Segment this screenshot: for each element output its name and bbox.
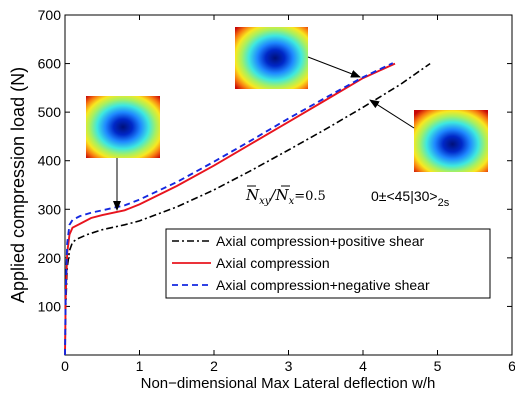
y-tick-label: 100: [38, 298, 62, 314]
series-negative-shear-line: [64, 62, 394, 356]
ratio-sub-right: x: [289, 196, 295, 207]
y-tick-label: 300: [38, 201, 62, 217]
y-axis-label: Applied compression load (N): [8, 67, 28, 303]
legend-label-negative-shear: Axial compression+negative shear: [216, 277, 430, 293]
y-tick-label: 500: [38, 104, 62, 120]
ratio-value: =0.5: [294, 189, 326, 204]
y-tick-label: 700: [38, 7, 62, 23]
y-axis: 100 200 300 400 500 600 700: [38, 7, 512, 314]
x-tick-label: 2: [210, 358, 218, 374]
x-tick-label: 5: [434, 358, 442, 374]
legend-label-axial: Axial compression: [216, 255, 330, 271]
y-tick-label: 400: [38, 153, 62, 169]
y-tick-label: 200: [38, 250, 62, 266]
mode-shape-image-right: [414, 110, 488, 172]
series-positive-shear-line: [64, 62, 431, 356]
legend-box: [165, 228, 491, 299]
annotation-arrow-right: [369, 99, 415, 129]
layup-sub: 2s: [438, 197, 450, 209]
layup-main: 0±<45|30>: [371, 188, 438, 204]
ratio-base-right: N: [274, 186, 289, 204]
x-tick-label: 0: [61, 358, 69, 374]
ratio-base-left: N: [245, 186, 260, 204]
x-tick-label: 3: [285, 358, 293, 374]
x-axis-label: Non−dimensional Max Lateral deflection w…: [141, 375, 436, 392]
series-layer: [64, 62, 431, 356]
ratio-slash: /: [268, 186, 277, 204]
series-axial-line: [64, 62, 396, 356]
legend: Axial compression+positive shear Axial c…: [165, 228, 491, 299]
annotation-arrow-top: [307, 56, 361, 78]
ratio-annotation: Nxy/Nx=0.5: [245, 186, 326, 207]
legend-label-positive-shear: Axial compression+positive shear: [216, 233, 424, 249]
mode-shape-image-top: [235, 27, 308, 89]
x-tick-label: 1: [136, 358, 144, 374]
y-tick-label: 600: [38, 56, 62, 72]
mode-shape-image-left: [86, 96, 160, 158]
x-tick-label: 6: [508, 358, 515, 374]
x-tick-label: 4: [359, 358, 367, 374]
layup-annotation: 0±<45|30>2s: [371, 188, 450, 209]
ratio-sub-left: xy: [259, 196, 271, 207]
